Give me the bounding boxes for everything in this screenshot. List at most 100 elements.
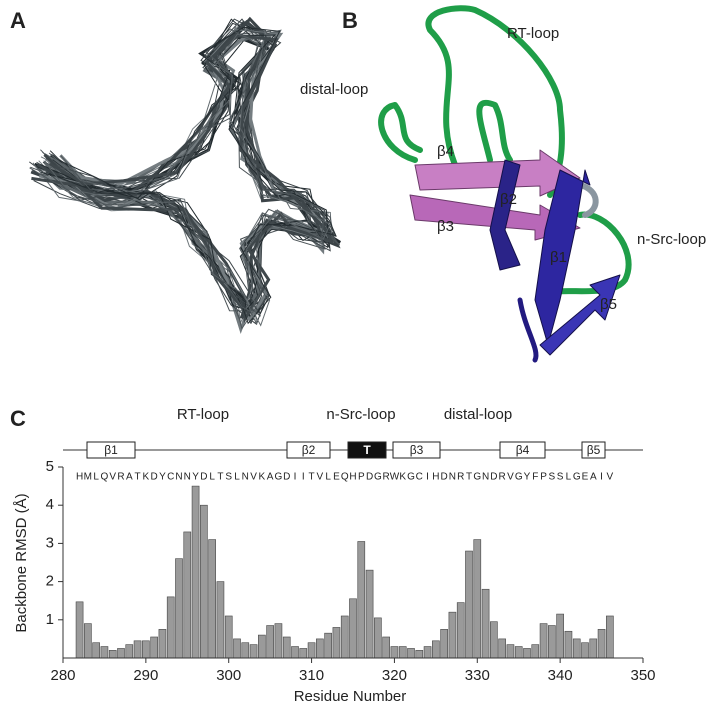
bar	[183, 531, 192, 659]
residue-letter: R	[499, 472, 506, 483]
structure-label: β5	[600, 296, 617, 313]
loop	[425, 5, 565, 198]
bar	[108, 650, 117, 659]
strand	[489, 159, 521, 271]
x-tick-label: 280	[50, 667, 75, 684]
bar	[423, 646, 432, 659]
residue-letter: Y	[159, 472, 166, 483]
residue-letter: A	[267, 472, 274, 483]
bar	[241, 642, 250, 659]
residue-letter: G	[374, 472, 382, 483]
residue-letter: N	[184, 472, 191, 483]
bar	[224, 615, 233, 659]
bar	[299, 648, 308, 659]
bar	[266, 625, 274, 659]
y-axis-label: Backbone RMSD (Å)	[13, 493, 30, 632]
loop	[517, 297, 539, 363]
bar	[166, 596, 175, 659]
bar	[233, 638, 241, 659]
residue-letter: D	[283, 472, 290, 483]
topology-label: β5	[587, 443, 601, 457]
residue-letter: W	[390, 472, 400, 483]
residue-letter: P	[540, 472, 547, 483]
structure-label: distal-loop	[300, 81, 368, 98]
residue-letter: Y	[192, 472, 199, 483]
residue-letter: N	[482, 472, 489, 483]
backbone-trace	[46, 22, 326, 312]
bar	[282, 636, 291, 659]
backbone-trace	[29, 28, 326, 313]
residue-letter: T	[466, 472, 472, 483]
bar	[382, 636, 390, 659]
residue-letter: S	[225, 472, 232, 483]
bar	[125, 644, 134, 659]
bar	[548, 625, 556, 659]
bar	[142, 640, 150, 659]
bar	[200, 504, 208, 659]
bar	[506, 644, 515, 659]
loop	[378, 102, 423, 163]
bar	[432, 640, 440, 659]
y-tick-label: 4	[46, 496, 54, 513]
bar	[572, 638, 581, 659]
bar	[357, 541, 366, 659]
backbone-trace	[42, 29, 332, 312]
residue-letter: T	[309, 472, 315, 483]
residue-letter: M	[84, 472, 92, 483]
residue-letter: I	[302, 472, 305, 483]
residue-letter: R	[117, 472, 124, 483]
backbone-trace	[42, 20, 326, 335]
residue-letter: H	[76, 472, 83, 483]
topology-label: T	[363, 443, 371, 457]
x-tick-label: 330	[465, 667, 490, 684]
residue-letter: G	[515, 472, 523, 483]
residue-letter: L	[93, 472, 99, 483]
x-axis-label: Residue Number	[294, 688, 407, 705]
topology-label: β3	[410, 443, 424, 457]
bar	[92, 642, 100, 659]
bar	[523, 648, 531, 659]
topology-box	[499, 441, 546, 459]
structure-label: n-Src-loop	[637, 231, 706, 248]
residue-letter: E	[582, 472, 589, 483]
residue-letter: R	[383, 472, 390, 483]
topology-label: β1	[104, 443, 118, 457]
residue-letter: D	[200, 472, 207, 483]
bar	[473, 539, 482, 659]
residue-letter: V	[317, 472, 324, 483]
panel-label: A	[10, 8, 26, 33]
residue-letter: C	[416, 472, 423, 483]
bar	[258, 634, 266, 659]
residue-letter: L	[566, 472, 572, 483]
bar	[150, 636, 158, 659]
residue-letter: A	[590, 472, 597, 483]
bar	[597, 629, 606, 659]
x-tick-label: 320	[382, 667, 407, 684]
bar	[581, 642, 589, 659]
loop	[577, 182, 599, 218]
bar	[249, 644, 258, 659]
residue-letter: G	[473, 472, 481, 483]
structure-label: β1	[550, 249, 567, 266]
backbone-trace	[40, 30, 341, 321]
loop	[537, 211, 632, 298]
bar	[490, 621, 498, 659]
residue-letter: P	[358, 472, 365, 483]
bar	[481, 588, 490, 659]
backbone-trace	[35, 18, 336, 310]
backbone-trace	[44, 22, 330, 318]
region-label: RT-loop	[177, 406, 229, 423]
residue-letter: F	[532, 472, 538, 483]
bar	[216, 581, 225, 659]
residue-letter: V	[250, 472, 257, 483]
topology-box	[581, 441, 606, 459]
residue-letter: T	[135, 472, 141, 483]
bar	[440, 629, 448, 659]
bar	[456, 602, 465, 659]
residue-letter: N	[449, 472, 456, 483]
residue-letter: D	[441, 472, 448, 483]
residue-letter: C	[167, 472, 174, 483]
structure-label: RT-loop	[507, 25, 559, 42]
residue-letter: T	[217, 472, 223, 483]
region-label: n-Src-loop	[326, 406, 395, 423]
